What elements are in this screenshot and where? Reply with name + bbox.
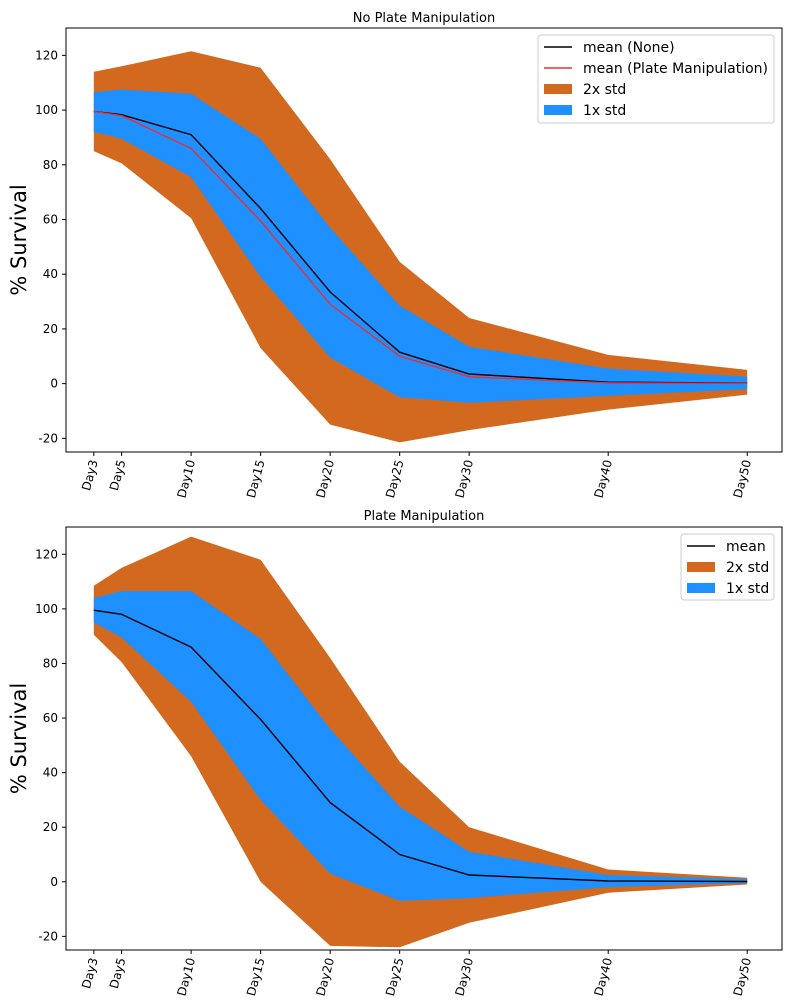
- y-tick-label: 20: [43, 322, 58, 336]
- y-tick-label: 120: [35, 48, 58, 62]
- y-tick-label: 60: [43, 212, 58, 226]
- x-tick-label: Day40: [592, 956, 616, 997]
- band-1x-std: [93, 591, 748, 901]
- y-axis-label: % Survival: [7, 184, 31, 295]
- legend-swatch-patch: [687, 562, 715, 572]
- x-tick-label: Day3: [79, 956, 101, 990]
- x-tick-label: Day15: [244, 458, 268, 499]
- band-1x-std: [93, 89, 748, 403]
- chart-panel-1: -20 0 20 40 60 80 100 120 Day3 Day5 Day10 Day15 Day2…: [7, 11, 783, 500]
- legend-swatch-patch: [544, 84, 572, 94]
- y-tick-label: 80: [43, 158, 58, 172]
- y-tick-label: 80: [43, 656, 58, 670]
- x-tick-label: Day10: [174, 458, 198, 499]
- legend-box: [537, 34, 775, 124]
- legend-label: mean: [726, 539, 766, 555]
- x-tick-label: Day3: [79, 458, 101, 492]
- x-tick-label: Day25: [383, 458, 407, 499]
- legend-label: 2x std: [583, 82, 626, 98]
- y-tick-label: -20: [38, 929, 58, 943]
- y-tick-label: 100: [35, 103, 58, 117]
- y-tick-label: 40: [43, 267, 58, 281]
- y-tick-label: 0: [50, 875, 58, 889]
- series-line-1: [93, 110, 748, 384]
- x-tick-label: Day30: [453, 956, 477, 997]
- x-tick-label: Day50: [731, 458, 755, 499]
- x-tick-label: Day10: [174, 956, 198, 997]
- legend: mean (None) mean (Plate Manipulation) 2x s…: [537, 34, 775, 124]
- legend-label: mean (None): [583, 40, 675, 56]
- series-line-2: [93, 110, 748, 384]
- x-tick-label: Day15: [244, 956, 268, 997]
- y-axis-label: % Survival: [7, 683, 31, 794]
- legend-label: 1x std: [583, 103, 626, 119]
- chart-title: No Plate Manipulation: [353, 11, 495, 26]
- x-tick-label: Day25: [383, 956, 407, 997]
- legend-label: 1x std: [726, 581, 769, 597]
- series-line-1: [93, 609, 748, 883]
- y-tick-label: 0: [50, 377, 58, 391]
- plot-frame: [65, 526, 783, 951]
- y-tick-label: -20: [38, 431, 58, 445]
- x-tick-label: Day5: [107, 956, 129, 990]
- y-tick-label: 40: [43, 766, 58, 780]
- legend-swatch-patch: [544, 105, 572, 115]
- x-tick-label: Day30: [453, 458, 477, 499]
- x-tick-label: Day50: [731, 956, 755, 997]
- legend-label: 2x std: [726, 560, 769, 576]
- x-tick-label: Day20: [314, 956, 338, 997]
- legend-label: mean (Plate Manipulation): [583, 61, 768, 77]
- legend: mean 2x std 1x std: [680, 533, 775, 601]
- x-tick-label: Day20: [314, 458, 338, 499]
- x-tick-label: Day5: [107, 458, 129, 492]
- y-tick-label: 60: [43, 711, 58, 725]
- y-tick-label: 20: [43, 820, 58, 834]
- x-tick-label: Day40: [592, 458, 616, 499]
- y-tick-label: 120: [35, 547, 58, 561]
- chart-panel-2: -20 0 20 40 60 80 100 120 Day3 Day5 Day10 Day15 Day2…: [7, 509, 783, 998]
- chart-title: Plate Manipulation: [364, 509, 485, 524]
- y-tick-label: 100: [35, 602, 58, 616]
- legend-swatch-patch: [687, 583, 715, 593]
- plot-frame: [65, 27, 783, 453]
